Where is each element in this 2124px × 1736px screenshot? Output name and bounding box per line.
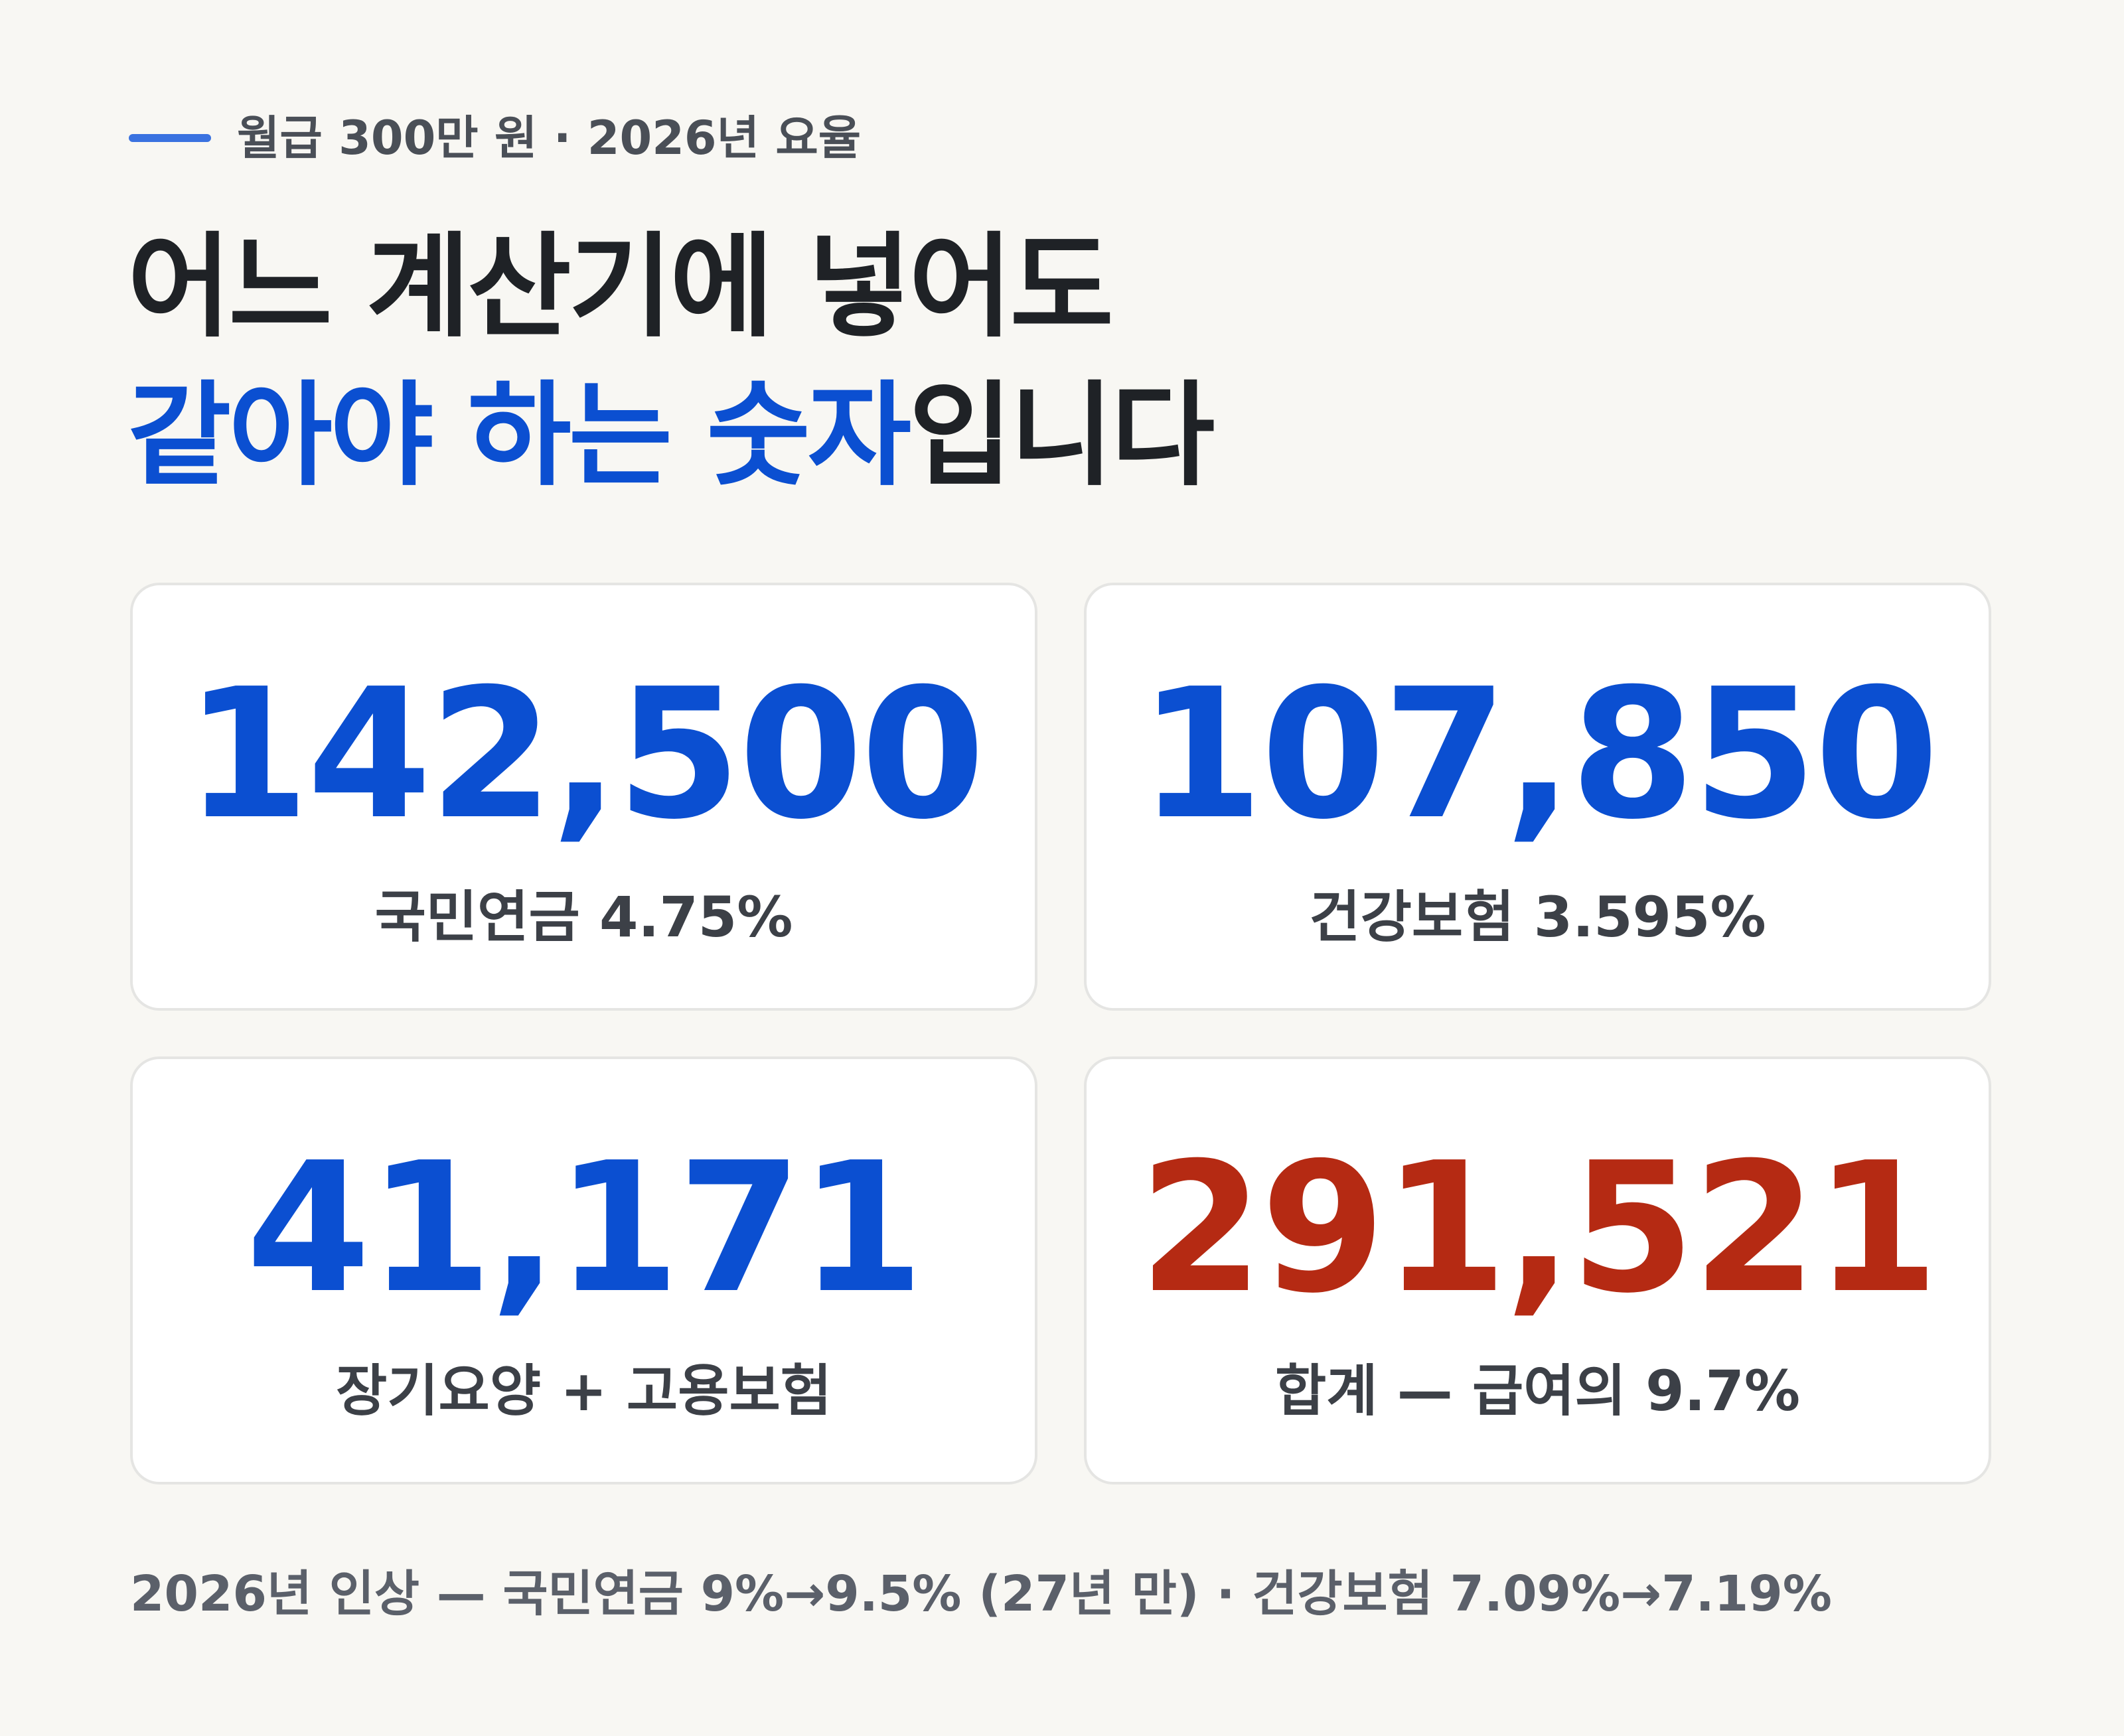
title-line: 어느 계산기에 넣어도 bbox=[127, 222, 1114, 353]
footnote: 2026년 인상 — 국민연금 9%→9.5% (27년 만) · 건강보험 7… bbox=[130, 1565, 1832, 1623]
card-value: 107,850 bbox=[1138, 650, 1939, 859]
card-value: 142,500 bbox=[185, 650, 986, 859]
title-rest: 입니다 bbox=[909, 370, 1215, 502]
card-label: 장기요양 + 고용보험 bbox=[335, 1358, 832, 1423]
card: 107,850 건강보험 3.595% bbox=[1084, 583, 1991, 1011]
card-label: 건강보험 3.595% bbox=[1309, 885, 1766, 950]
card-label: 국민연금 4.75% bbox=[374, 885, 793, 950]
card: 142,500 국민연금 4.75% bbox=[130, 583, 1037, 1011]
card: 291,521 합계 — 급여의 9.7% bbox=[1084, 1056, 1991, 1484]
title-highlight: 같아야 하는 숫자 bbox=[127, 370, 911, 502]
card-label: 합계 — 급여의 9.7% bbox=[1274, 1358, 1801, 1423]
eyebrow: 월급 300만 원 · 2026년 요율 bbox=[237, 111, 862, 165]
card: 41,171 장기요양 + 고용보험 bbox=[130, 1056, 1037, 1484]
card-value: 41,171 bbox=[246, 1123, 925, 1333]
title-line: 같아야 하는 숫자입니다 bbox=[127, 370, 1215, 502]
card-value: 291,521 bbox=[1138, 1123, 1939, 1333]
eyebrow-bar bbox=[129, 134, 211, 142]
